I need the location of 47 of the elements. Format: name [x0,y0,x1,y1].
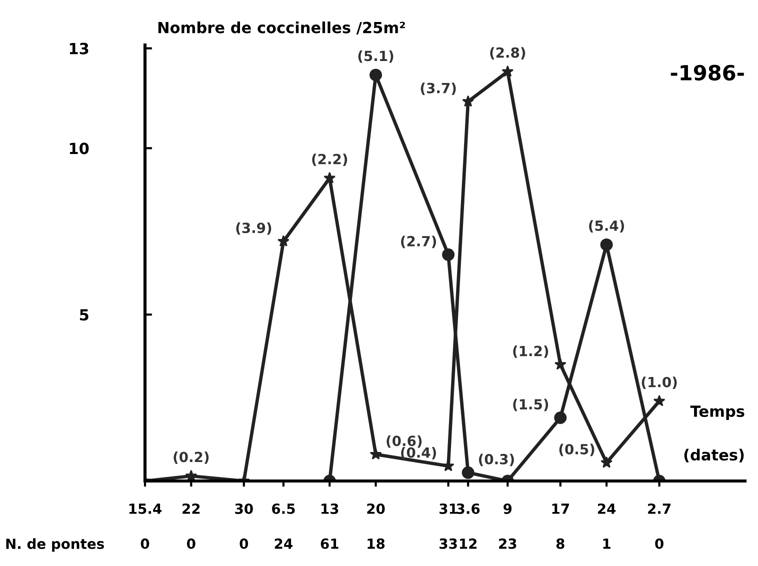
annotation: (2.8) [490,47,526,60]
x-tick-label: 20 [367,503,385,514]
annotation: (0.3) [478,454,514,466]
annotation: (0.5) [559,444,594,456]
y-tick-label: 10 [70,142,89,154]
x-tick-label: 24 [598,503,616,514]
annotation: (1.2) [513,346,548,358]
x-tick-label: 9 [504,503,512,514]
annotation: (2.2) [312,154,348,166]
x-tick-label: 2.7 [648,503,670,514]
text: 8 [556,538,564,549]
annotation: (0.4) [401,447,436,460]
x-tick-label: 31 [440,503,458,514]
text: 0 [186,538,196,549]
x-axis-title: Temps [690,406,744,420]
x-tick-label: 22 [182,503,200,514]
annotation: (dates) [684,448,744,462]
x-tick-label: 6.5 [272,503,295,514]
y-tick-label: 13 [70,42,88,54]
annotation: (2.7) [401,236,436,248]
text: 33 [440,538,457,549]
x-tick-label: 17 [552,504,569,514]
text: 0 [655,538,664,549]
text: 24 [274,538,292,549]
x-tick-label: 3.6 [456,503,480,514]
y-axis-title: Nombre de coccinelles /25m² [158,21,405,35]
annotation: (0.6) [386,435,422,448]
text: -1986- [670,64,744,81]
annotation: (3.7) [420,82,456,95]
annotation: (0.2) [174,451,209,464]
text: 23 [499,538,516,549]
text: 0 [140,538,150,549]
annotation: (1.5) [513,398,548,412]
x-tick-label: 13 [322,503,338,514]
text: 1 [603,538,610,549]
x-tick-label: 30 [235,503,253,514]
y-tick-label: 5 [80,309,88,321]
text: 12 [460,538,477,549]
text: 0 [240,538,248,549]
text: 61 [320,538,338,549]
annotation: (1.0) [642,376,677,389]
annotation: (3.9) [236,222,272,235]
annotation: (5.4) [589,220,624,233]
text: 18 [368,538,385,549]
text: N. de pontes [6,538,104,552]
annotation: (5.1) [358,50,394,63]
x-tick-label: 15.4 [129,504,162,514]
